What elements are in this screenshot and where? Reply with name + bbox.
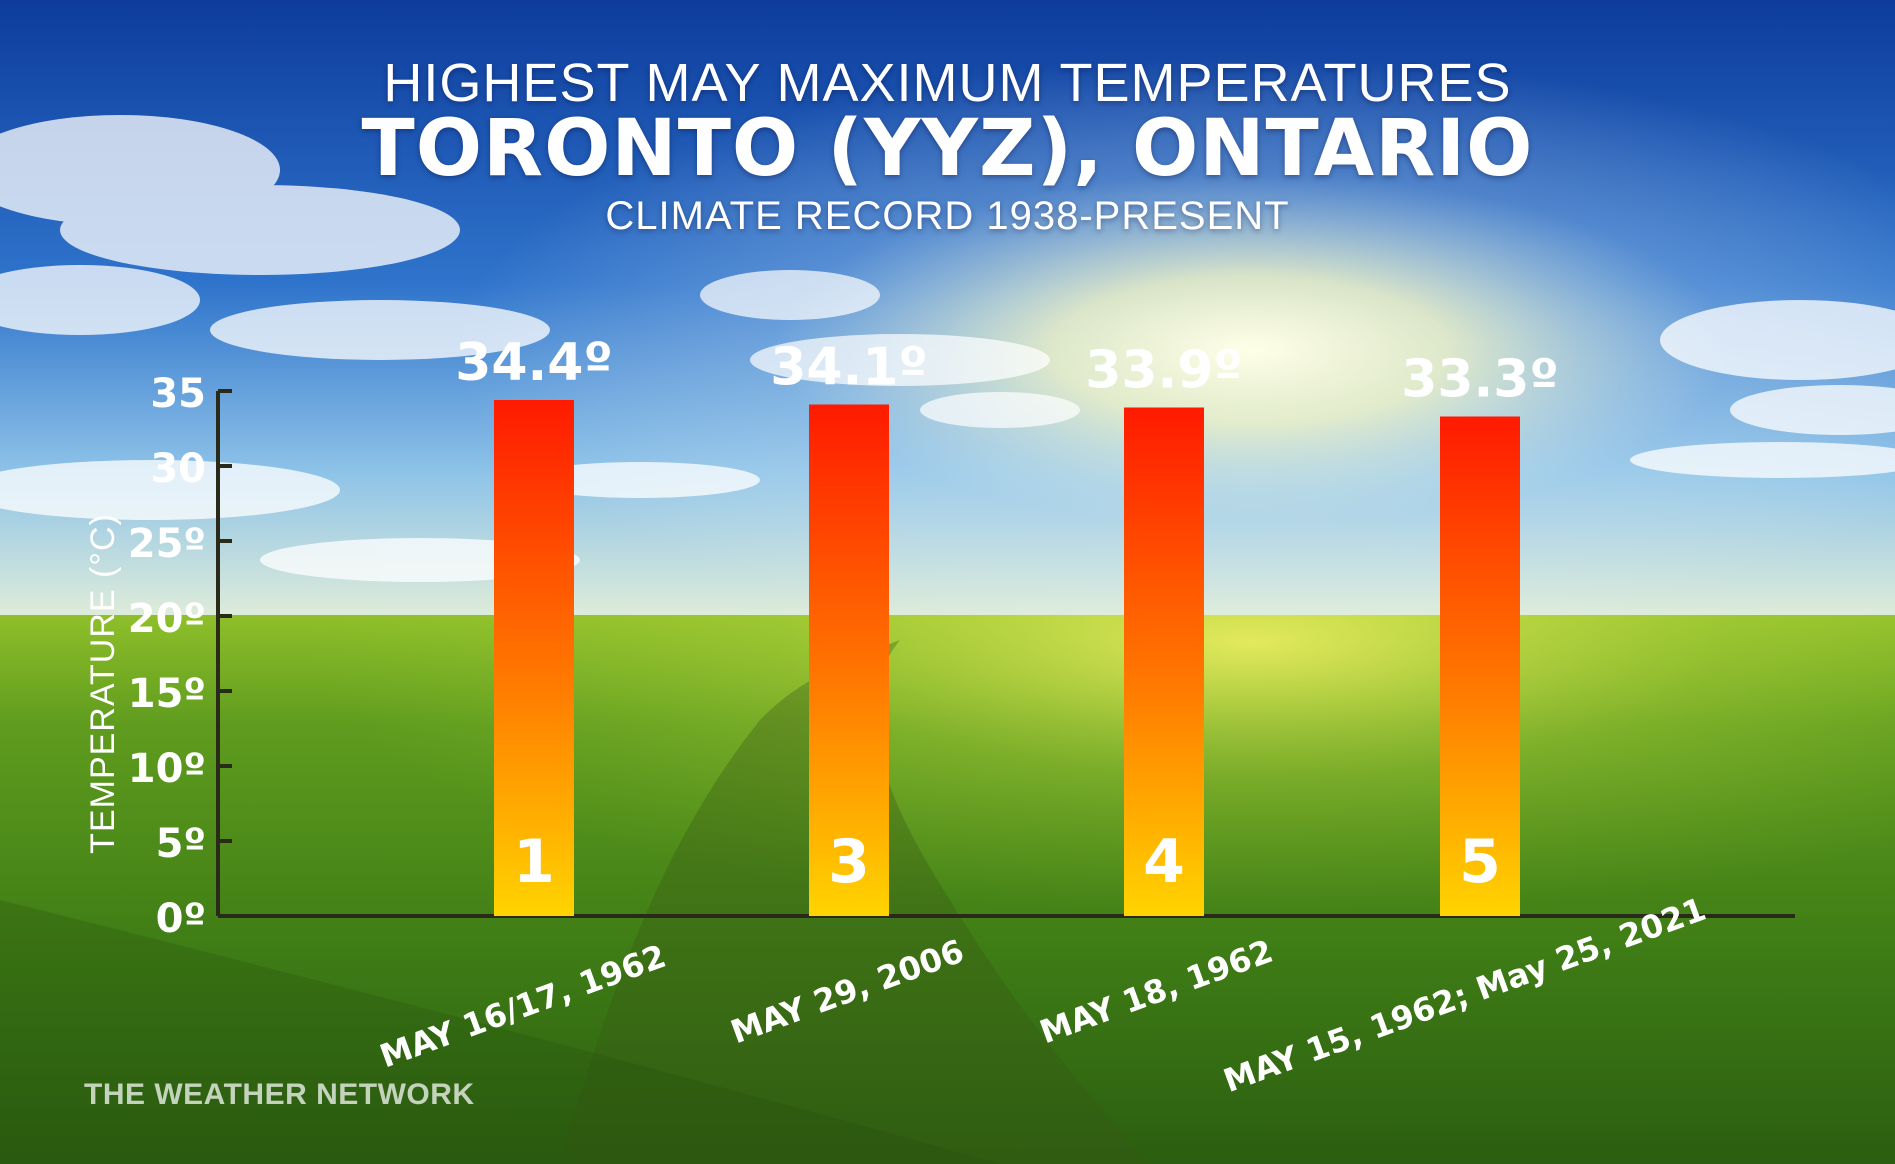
x-category-label: MAY 16/17, 1962 [375, 937, 671, 1076]
bar [809, 404, 889, 916]
cloud-cluster-center [700, 270, 1080, 428]
bar-rank-label: 4 [1143, 827, 1185, 897]
bar-value-label: 34.1º [770, 338, 928, 398]
brand-logo-text: THE WEATHER NETWORK [84, 1078, 475, 1111]
bar-value-label: 33.9º [1085, 341, 1243, 401]
cloud-cluster-left [0, 115, 760, 582]
y-tick-label: 30 [150, 446, 206, 492]
bar-value-label: 34.4º [455, 333, 613, 393]
bar-rank-label: 5 [1459, 827, 1501, 897]
y-tick-label: 20º [128, 596, 206, 642]
bars [494, 400, 1520, 916]
bar [1440, 416, 1520, 916]
y-tick-label: 10º [128, 746, 206, 792]
x-category-label: MAY 29, 2006 [726, 932, 969, 1051]
bar [1124, 407, 1204, 916]
y-tick-label: 25º [128, 521, 206, 567]
y-axis-title: TEMPERATURE (°C) [84, 513, 122, 854]
chart-location-title: TORONTO (YYZ), ONTARIO [361, 104, 1534, 194]
chart-title: HIGHEST MAY MAXIMUM TEMPERATURES [383, 53, 1512, 113]
bar-value-label: 33.3º [1401, 350, 1559, 410]
cloud-cluster-right [1630, 300, 1895, 478]
bar-rank-label: 3 [828, 827, 870, 897]
chart-subtitle: CLIMATE RECORD 1938-PRESENT [605, 194, 1290, 238]
bar-rank-label: 1 [513, 827, 555, 897]
x-category-label: MAY 18, 1962 [1035, 932, 1278, 1051]
axes [216, 389, 1795, 918]
x-category-label: MAY 15, 1962; May 25, 2021 [1218, 890, 1710, 1100]
y-tick-label: 5º [156, 821, 206, 867]
y-tick-label: 0º [156, 896, 206, 942]
bar [494, 400, 574, 916]
y-tick-label: 15º [128, 671, 206, 717]
y-tick-label: 35 [150, 371, 206, 417]
